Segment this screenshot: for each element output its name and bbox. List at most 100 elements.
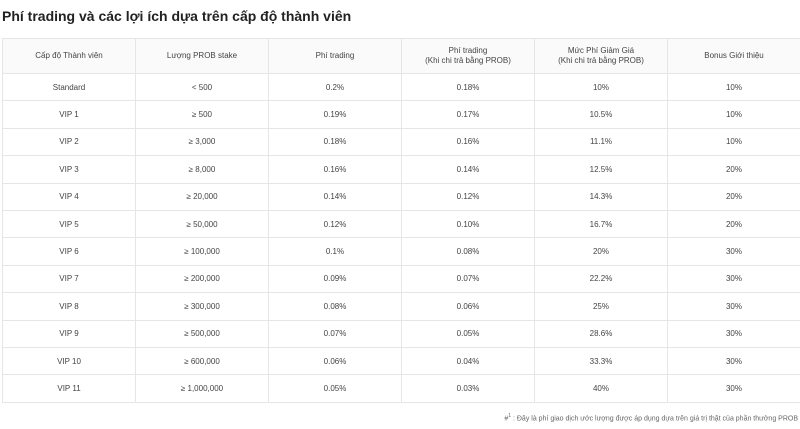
cell-membership-level: VIP 6 [2,237,136,266]
cell-membership-level: VIP 1 [2,100,136,129]
column-header-discount-rate: Mức Phí Giảm Giá (Khi chi trả bằng PROB) [534,38,668,74]
cell-referral-bonus: 20% [667,155,800,184]
header-label: Phí trading [315,51,355,60]
cell-membership-level: VIP 8 [2,292,136,321]
cell-prob-stake: ≥ 500,000 [135,319,269,348]
footnote: #1 : Đây là phí giao dịch ước lượng được… [504,413,798,422]
footnote-mark: # [504,415,509,423]
cell-trading-fee: 0.14% [268,182,402,211]
cell-prob-stake: < 500 [135,72,269,102]
cell-discount-rate: 10% [534,72,668,102]
cell-membership-level: VIP 10 [2,346,136,376]
cell-discount-rate: 20% [534,237,668,266]
cell-discount-rate: 28.6% [534,319,668,348]
cell-membership-level: VIP 5 [2,209,136,239]
header-label: Phí trading [448,46,488,55]
table-row: VIP 1 ≥ 500 0.19% 0.17% 10.5% 10% [2,100,800,129]
footnote-sup: 1 [508,413,512,419]
cell-prob-stake: ≥ 500 [135,100,269,129]
cell-discount-rate: 16.7% [534,209,668,239]
cell-trading-fee-prob: 0.14% [401,155,535,184]
cell-discount-rate: 33.3% [534,346,668,376]
table-header: Cấp độ Thành viên Lượng PROB stake Phí t… [2,38,800,74]
cell-membership-level: VIP 11 [2,374,136,403]
cell-referral-bonus: 30% [667,319,800,348]
membership-fee-table: Cấp độ Thành viên Lượng PROB stake Phí t… [2,38,800,403]
column-header-trading-fee: Phí trading [268,38,402,74]
cell-discount-rate: 25% [534,292,668,321]
cell-prob-stake: ≥ 100,000 [135,237,269,266]
footnote-text: : Đây là phí giao dịch ước lượng được áp… [511,415,798,423]
cell-trading-fee-prob: 0.03% [401,374,535,403]
header-row: Cấp độ Thành viên Lượng PROB stake Phí t… [2,38,800,74]
header-label: Mức Phí Giảm Giá [567,46,635,55]
cell-trading-fee: 0.12% [268,209,402,239]
table-row: VIP 7 ≥ 200,000 0.09% 0.07% 22.2% 30% [2,264,800,294]
header-label: Bonus Giới thiệu [704,51,764,60]
cell-membership-level: VIP 3 [2,155,136,184]
cell-referral-bonus: 20% [667,182,800,211]
cell-membership-level: VIP 9 [2,319,136,348]
table-row: VIP 11 ≥ 1,000,000 0.05% 0.03% 40% 30% [2,374,800,403]
header-sublabel: (Khi chi trả bằng PROB) [425,56,511,65]
cell-trading-fee: 0.19% [268,100,402,129]
cell-referral-bonus: 30% [667,237,800,266]
cell-referral-bonus: 20% [667,209,800,239]
cell-trading-fee: 0.07% [268,319,402,348]
cell-prob-stake: ≥ 200,000 [135,264,269,294]
cell-trading-fee: 0.2% [268,72,402,102]
cell-referral-bonus: 30% [667,374,800,403]
cell-discount-rate: 14.3% [534,182,668,211]
column-header-prob-stake: Lượng PROB stake [135,38,269,74]
cell-prob-stake: ≥ 8,000 [135,155,269,184]
cell-prob-stake: ≥ 3,000 [135,127,269,157]
cell-membership-level: VIP 4 [2,182,136,211]
cell-referral-bonus: 30% [667,346,800,376]
header-sublabel: (Khi chi trả bằng PROB) [558,56,644,65]
cell-trading-fee-prob: 0.12% [401,182,535,211]
table-body: Standard < 500 0.2% 0.18% 10% 10% VIP 1 ≥ 500 0.… [2,72,800,403]
table-row: VIP 9 ≥ 500,000 0.07% 0.05% 28.6% 30% [2,319,800,348]
cell-referral-bonus: 10% [667,100,800,129]
cell-prob-stake: ≥ 300,000 [135,292,269,321]
table-row: VIP 10 ≥ 600,000 0.06% 0.04% 33.3% 30% [2,346,800,376]
cell-trading-fee: 0.08% [268,292,402,321]
cell-trading-fee-prob: 0.10% [401,209,535,239]
cell-prob-stake: ≥ 1,000,000 [135,374,269,403]
cell-membership-level: Standard [2,72,136,102]
header-label: Lượng PROB stake [166,51,238,60]
table-row: VIP 6 ≥ 100,000 0.1% 0.08% 20% 30% [2,237,800,266]
cell-discount-rate: 12.5% [534,155,668,184]
page-title: Phí trading và các lợi ích dựa trên cấp … [2,8,352,24]
cell-trading-fee: 0.18% [268,127,402,157]
cell-trading-fee-prob: 0.08% [401,237,535,266]
cell-trading-fee-prob: 0.04% [401,346,535,376]
cell-prob-stake: ≥ 20,000 [135,182,269,211]
cell-referral-bonus: 10% [667,127,800,157]
table-row: VIP 2 ≥ 3,000 0.18% 0.16% 11.1% 10% [2,127,800,157]
cell-discount-rate: 22.2% [534,264,668,294]
table-row: VIP 4 ≥ 20,000 0.14% 0.12% 14.3% 20% [2,182,800,211]
column-header-trading-fee-prob: Phí trading (Khi chi trả bằng PROB) [401,38,535,74]
table-row: VIP 5 ≥ 50,000 0.12% 0.10% 16.7% 20% [2,209,800,239]
column-header-referral-bonus: Bonus Giới thiệu [667,38,800,74]
table-row: VIP 8 ≥ 300,000 0.08% 0.06% 25% 30% [2,292,800,321]
cell-trading-fee-prob: 0.06% [401,292,535,321]
column-header-membership-level: Cấp độ Thành viên [2,38,136,74]
cell-discount-rate: 10.5% [534,100,668,129]
table-row: VIP 3 ≥ 8,000 0.16% 0.14% 12.5% 20% [2,155,800,184]
cell-trading-fee-prob: 0.17% [401,100,535,129]
cell-discount-rate: 11.1% [534,127,668,157]
header-label: Cấp độ Thành viên [35,51,103,60]
cell-membership-level: VIP 7 [2,264,136,294]
cell-referral-bonus: 30% [667,292,800,321]
cell-trading-fee: 0.16% [268,155,402,184]
cell-trading-fee-prob: 0.05% [401,319,535,348]
cell-trading-fee: 0.05% [268,374,402,403]
cell-discount-rate: 40% [534,374,668,403]
cell-prob-stake: ≥ 50,000 [135,209,269,239]
cell-trading-fee-prob: 0.18% [401,72,535,102]
cell-trading-fee-prob: 0.07% [401,264,535,294]
cell-trading-fee: 0.1% [268,237,402,266]
cell-trading-fee-prob: 0.16% [401,127,535,157]
